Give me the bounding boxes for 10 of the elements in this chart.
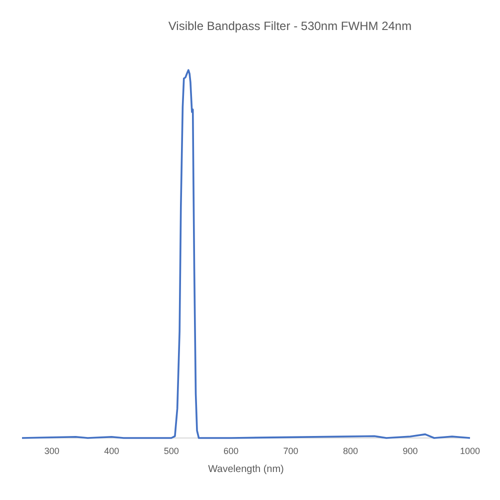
x-tick-label: 800 (343, 446, 358, 456)
chart-title: Visible Bandpass Filter - 530nm FWHM 24nm (168, 19, 412, 33)
x-tick-label: 900 (402, 446, 418, 456)
x-tick-label: 300 (44, 446, 60, 456)
x-tick-label: 400 (104, 446, 120, 456)
x-tick-label: 1000 (460, 446, 480, 456)
x-tick-label: 600 (224, 446, 239, 456)
x-axis-title: Wavelength (nm) (208, 464, 284, 475)
x-tick-label: 700 (283, 446, 298, 456)
x-tick-label: 500 (164, 446, 179, 456)
